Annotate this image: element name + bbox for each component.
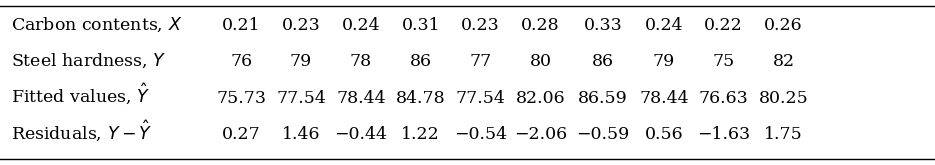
Text: 1.75: 1.75 (764, 126, 803, 143)
Text: −2.06: −2.06 (514, 126, 567, 143)
Text: −1.63: −1.63 (698, 126, 750, 143)
Text: 75: 75 (712, 53, 735, 70)
Text: 1.46: 1.46 (281, 126, 321, 143)
Text: 76.63: 76.63 (698, 90, 749, 107)
Text: 0.24: 0.24 (644, 17, 683, 34)
Text: 82: 82 (772, 53, 795, 70)
Text: 0.24: 0.24 (341, 17, 381, 34)
Text: 76: 76 (230, 53, 252, 70)
Text: 80: 80 (529, 53, 552, 70)
Text: 75.73: 75.73 (216, 90, 266, 107)
Text: 0.31: 0.31 (401, 17, 440, 34)
Text: 0.56: 0.56 (644, 126, 683, 143)
Text: 0.21: 0.21 (222, 17, 261, 34)
Text: Residuals, $Y - \hat{Y}$: Residuals, $Y - \hat{Y}$ (11, 119, 153, 144)
Text: 78.44: 78.44 (639, 90, 689, 107)
Text: Carbon contents, $X$: Carbon contents, $X$ (11, 16, 182, 34)
Text: Steel hardness, $Y$: Steel hardness, $Y$ (11, 52, 166, 70)
Text: 0.22: 0.22 (704, 17, 743, 34)
Text: 77: 77 (469, 53, 492, 70)
Text: 80.25: 80.25 (758, 90, 809, 107)
Text: 79: 79 (653, 53, 675, 70)
Text: 0.28: 0.28 (521, 17, 560, 34)
Text: 86.59: 86.59 (578, 90, 628, 107)
Text: 0.27: 0.27 (222, 126, 261, 143)
Text: 82.06: 82.06 (515, 90, 566, 107)
Text: 78.44: 78.44 (336, 90, 386, 107)
Text: 0.26: 0.26 (764, 17, 803, 34)
Text: 1.22: 1.22 (401, 126, 440, 143)
Text: Fitted values, $\hat{Y}$: Fitted values, $\hat{Y}$ (11, 82, 151, 107)
Text: −0.54: −0.54 (454, 126, 507, 143)
Text: −0.59: −0.59 (577, 126, 629, 143)
Text: 0.33: 0.33 (583, 17, 623, 34)
Text: 86: 86 (592, 53, 614, 70)
Text: 0.23: 0.23 (461, 17, 500, 34)
Text: 77.54: 77.54 (455, 90, 506, 107)
Text: 78: 78 (350, 53, 372, 70)
Text: 77.54: 77.54 (276, 90, 326, 107)
Text: 79: 79 (290, 53, 312, 70)
Text: 0.23: 0.23 (281, 17, 321, 34)
Text: −0.44: −0.44 (335, 126, 387, 143)
Text: 84.78: 84.78 (396, 90, 446, 107)
Text: 86: 86 (410, 53, 432, 70)
